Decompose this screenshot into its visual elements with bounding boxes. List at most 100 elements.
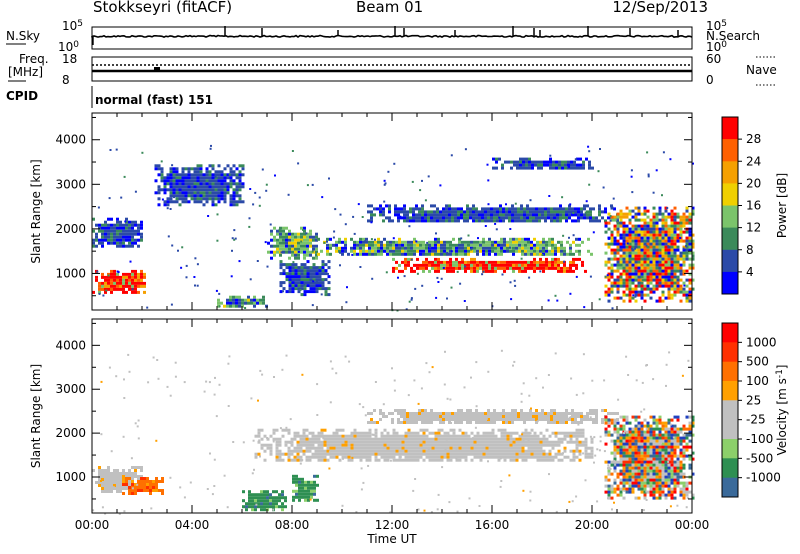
- power-cell: [413, 246, 416, 250]
- power-cell: [116, 244, 119, 248]
- power-cell: [670, 263, 674, 267]
- velocity-cell: [140, 477, 143, 480]
- power-cell: [217, 164, 221, 168]
- velocity-cell: [307, 486, 310, 490]
- velocity-cell: [571, 421, 574, 424]
- velocity-cell: [434, 455, 438, 459]
- power-cell: [205, 200, 209, 204]
- power-cell: [616, 290, 620, 294]
- velocity-cell: [341, 449, 345, 453]
- power-cell: [466, 207, 469, 211]
- power-cell: [682, 221, 686, 225]
- velocity-cell: [643, 469, 647, 473]
- velocity-cell: [485, 434, 489, 438]
- velocity-cell: [119, 475, 122, 478]
- velocity-cell: [377, 452, 381, 456]
- freq-tick-top: 18: [62, 52, 77, 66]
- power-cell: [628, 263, 632, 267]
- velocity-cell: [329, 443, 333, 447]
- velocity-cell: [613, 466, 617, 470]
- power-cell: [553, 210, 556, 214]
- power-cell: [418, 213, 421, 217]
- velocity-cell: [628, 478, 632, 482]
- power-cell: [628, 287, 632, 291]
- power-cell: [592, 219, 595, 223]
- power-cell: [625, 281, 629, 285]
- velocity-cell: [634, 460, 638, 464]
- power-cell: [101, 241, 104, 245]
- velocity-cell: [424, 421, 427, 424]
- velocity-cell: [266, 502, 269, 506]
- velocity-cell: [440, 437, 444, 441]
- velocity-cell: [446, 443, 450, 447]
- power-cell: [592, 216, 595, 220]
- velocity-cell: [634, 481, 638, 485]
- velocity-cell: [263, 502, 266, 506]
- power-cell: [497, 249, 500, 253]
- power-cell: [437, 252, 440, 256]
- velocity-cell: [497, 455, 501, 459]
- power-cell: [592, 207, 595, 211]
- power-cell: [628, 239, 632, 243]
- velocity-cell: [508, 415, 511, 418]
- power-speck: [575, 275, 578, 278]
- power-cell: [377, 249, 380, 253]
- power-cell: [494, 266, 497, 270]
- power-cell: [116, 217, 119, 221]
- velocity-cell: [511, 415, 514, 418]
- power-cell: [664, 224, 668, 228]
- velocity-cell: [437, 452, 441, 456]
- power-cell: [104, 278, 107, 282]
- power-cell: [104, 235, 107, 239]
- power-cell: [525, 166, 528, 170]
- power-cell: [682, 260, 686, 264]
- velocity-cell: [482, 440, 486, 444]
- power-cell: [640, 275, 644, 279]
- velocity-cell: [137, 475, 140, 478]
- velocity-cell: [515, 455, 519, 459]
- velocity-cell: [382, 412, 385, 415]
- power-cell: [670, 254, 674, 258]
- power-speck: [249, 278, 252, 281]
- velocity-cell: [335, 446, 339, 450]
- velocity-cell: [577, 421, 580, 424]
- power-cell: [542, 237, 545, 241]
- power-cell: [622, 257, 626, 261]
- power-cell: [524, 240, 527, 244]
- velocity-cell: [649, 487, 653, 491]
- power-cell: [625, 236, 629, 240]
- power-cell: [643, 248, 647, 252]
- power-cell: [673, 260, 677, 264]
- power-cell: [640, 263, 644, 267]
- power-cell: [539, 243, 542, 247]
- power-cell: [655, 242, 659, 246]
- power-cell: [92, 290, 95, 294]
- power-cell: [306, 232, 309, 236]
- velocity-cell: [379, 418, 382, 421]
- power-cell: [175, 167, 179, 171]
- power-speck: [185, 264, 188, 267]
- velocity-cell: [622, 427, 626, 431]
- velocity-cell: [155, 477, 158, 480]
- velocity-cell: [526, 412, 529, 415]
- velocity-cell: [622, 472, 626, 476]
- velocity-cell: [101, 472, 104, 475]
- power-cell: [464, 240, 467, 244]
- power-cell: [500, 263, 503, 267]
- power-cell: [494, 246, 497, 250]
- velocity-cell: [652, 439, 656, 443]
- velocity-cell: [503, 446, 507, 450]
- power-cell: [538, 213, 541, 217]
- power-cell: [425, 266, 428, 270]
- power-cell: [646, 284, 650, 288]
- velocity-cell: [503, 455, 507, 459]
- power-cell: [288, 266, 292, 270]
- power-cell: [190, 191, 194, 195]
- velocity-cell: [359, 434, 363, 438]
- power-cell: [356, 246, 359, 250]
- power-cell: [661, 266, 665, 270]
- velocity-cell: [407, 452, 411, 456]
- velocity-cell: [272, 428, 276, 432]
- velocity-cell: [449, 437, 453, 441]
- power-cell: [649, 263, 653, 267]
